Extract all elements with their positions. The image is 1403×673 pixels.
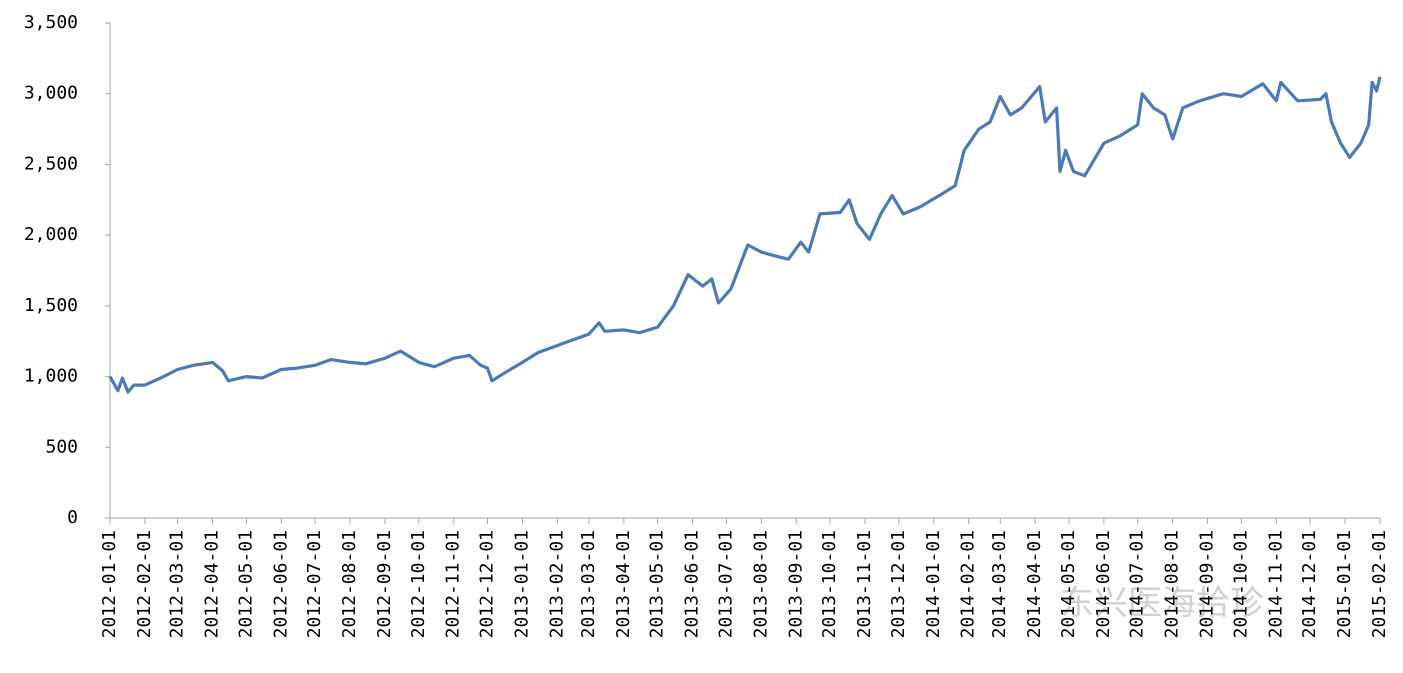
x-tick-label: 2015-01-01 xyxy=(1334,530,1355,638)
y-tick-label: 2,000 xyxy=(24,224,78,245)
x-tick-label: 2014-02-01 xyxy=(958,530,979,638)
y-tick-label: 0 xyxy=(67,507,78,528)
x-tick-label: 2013-05-01 xyxy=(647,530,668,638)
x-tick-label: 2014-12-01 xyxy=(1299,530,1320,638)
line-series xyxy=(108,76,1382,394)
x-tick-label: 2014-05-01 xyxy=(1058,530,1079,638)
x-tick-label: 2013-12-01 xyxy=(888,530,909,638)
x-tick-label: 2014-10-01 xyxy=(1230,530,1251,638)
x-tick-label: 2012-10-01 xyxy=(408,530,429,638)
y-tick-label: 3,000 xyxy=(24,83,78,104)
x-tick-label: 2012-09-01 xyxy=(374,530,395,638)
x-tick-label: 2013-11-01 xyxy=(854,530,875,638)
x-tick-label: 2013-08-01 xyxy=(750,530,771,638)
x-tick-label: 2012-07-01 xyxy=(304,530,325,638)
x-tick-label: 2012-12-01 xyxy=(477,530,498,638)
x-tick-label: 2014-04-01 xyxy=(1024,530,1045,638)
y-tick-label: 3,500 xyxy=(24,12,78,33)
x-tick-label: 2014-06-01 xyxy=(1093,530,1114,638)
x-tick-label: 2014-09-01 xyxy=(1197,530,1218,638)
x-tick-label: 2013-02-01 xyxy=(546,530,567,638)
x-tick-label: 2012-06-01 xyxy=(270,530,291,638)
y-tick-label: 2,500 xyxy=(24,153,78,174)
x-tick-label: 2012-01-01 xyxy=(99,530,120,638)
x-tick-label: 2012-03-01 xyxy=(167,530,188,638)
y-tick-label: 1,500 xyxy=(24,295,78,316)
x-tick-label: 2014-03-01 xyxy=(989,530,1010,638)
x-tick-label: 2014-07-01 xyxy=(1127,530,1148,638)
x-tick-label: 2013-04-01 xyxy=(613,530,634,638)
x-tick-label: 2013-01-01 xyxy=(511,530,532,638)
x-tick-label: 2014-01-01 xyxy=(923,530,944,638)
x-tick-label: 2012-05-01 xyxy=(235,530,256,638)
x-tick-label: 2013-10-01 xyxy=(819,530,840,638)
x-tick-label: 2012-08-01 xyxy=(339,530,360,638)
x-tick-label: 2014-11-01 xyxy=(1265,530,1286,638)
watermark: 东兴医海拾珍 xyxy=(1060,584,1264,624)
x-tick-label: 2013-07-01 xyxy=(715,530,736,638)
x-tick-label: 2013-06-01 xyxy=(682,530,703,638)
y-tick-label: 1,000 xyxy=(24,366,78,387)
x-tick-label: 2013-03-01 xyxy=(578,530,599,638)
x-tick-label: 2014-08-01 xyxy=(1162,530,1183,638)
y-tick-label: 500 xyxy=(45,436,78,457)
x-tick-label: 2013-09-01 xyxy=(785,530,806,638)
x-tick-label: 2015-02-01 xyxy=(1369,530,1390,638)
x-tick-label: 2012-11-01 xyxy=(443,530,464,638)
x-tick-label: 2012-04-01 xyxy=(202,530,223,638)
x-tick-label: 2012-02-01 xyxy=(134,530,155,638)
